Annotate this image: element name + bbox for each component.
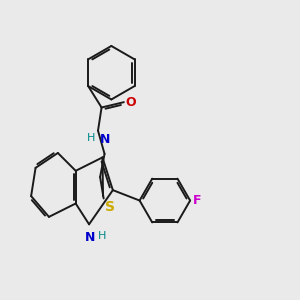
Text: O: O — [126, 96, 136, 109]
Text: S: S — [105, 200, 115, 214]
Text: H: H — [98, 231, 106, 241]
Text: N: N — [100, 133, 110, 146]
Text: F: F — [193, 194, 201, 207]
Text: N: N — [85, 231, 95, 244]
Text: H: H — [87, 133, 96, 143]
